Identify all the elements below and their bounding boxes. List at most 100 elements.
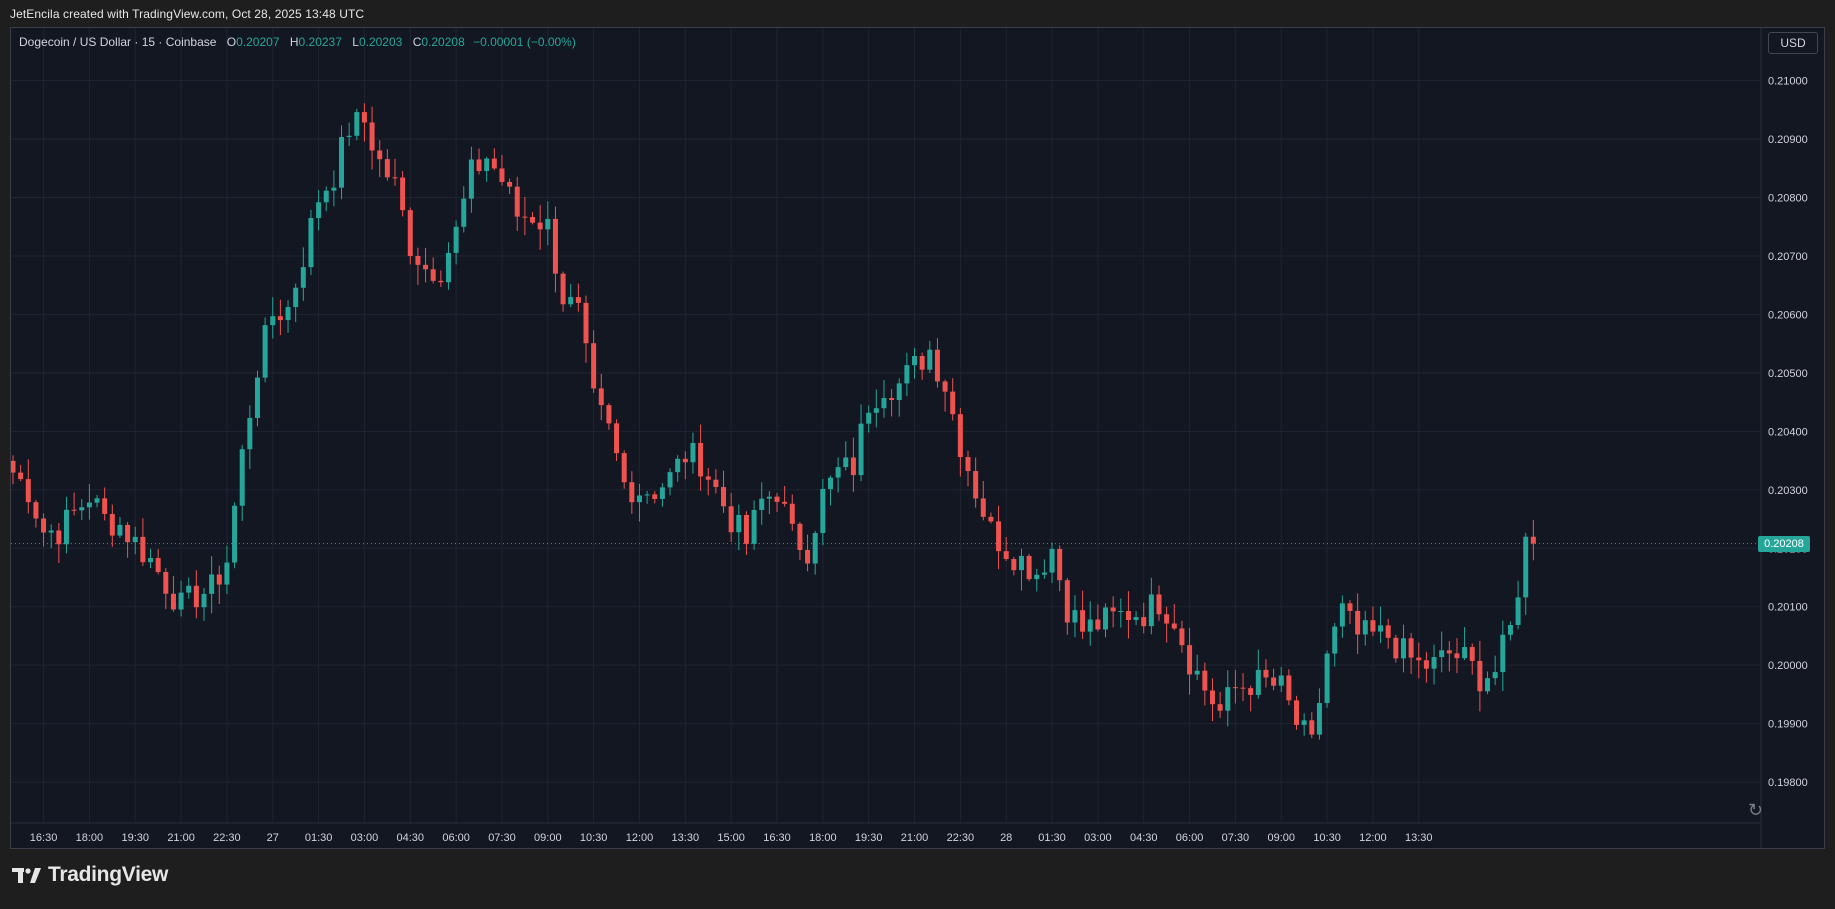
candle-down xyxy=(1209,690,1215,705)
candle-down xyxy=(140,536,146,563)
candle-up xyxy=(1255,669,1261,695)
candle-down xyxy=(1355,610,1361,635)
chart-caption: JetEncila created with TradingView.com, … xyxy=(10,7,365,21)
candle-up xyxy=(820,488,826,534)
x-tick-label: 04:30 xyxy=(1130,832,1158,844)
candle-down xyxy=(537,222,543,230)
candle-up xyxy=(201,593,207,608)
candle-down xyxy=(193,585,199,608)
y-tick-label: 0.20000 xyxy=(1768,660,1808,672)
candle-down xyxy=(1217,704,1223,711)
x-tick-label: 12:00 xyxy=(626,832,654,844)
candle-down xyxy=(11,460,16,473)
x-tick-label: 21:00 xyxy=(167,832,195,844)
candle-down xyxy=(1095,619,1101,630)
x-tick-label: 06:00 xyxy=(1176,832,1204,844)
replay-icon[interactable]: ↻ xyxy=(1748,800,1764,820)
candle-up xyxy=(545,218,551,230)
candle-down xyxy=(1080,610,1086,632)
y-tick-label: 0.20500 xyxy=(1768,368,1808,380)
candle-up xyxy=(751,509,757,544)
candle-up xyxy=(178,592,184,610)
candle-down xyxy=(1248,688,1254,695)
candle-down xyxy=(560,273,566,305)
candle-down xyxy=(1454,653,1460,659)
candle-up xyxy=(484,158,490,171)
y-tick-label: 0.20300 xyxy=(1768,485,1808,497)
candle-down xyxy=(163,572,169,594)
candle-up xyxy=(812,533,818,564)
candle-up xyxy=(346,135,352,138)
candle-down xyxy=(522,216,528,218)
x-tick-label: 09:00 xyxy=(1267,832,1295,844)
candle-up xyxy=(636,495,642,503)
candle-down xyxy=(400,177,406,211)
x-tick-label: 18:00 xyxy=(809,832,837,844)
candle-up xyxy=(461,198,467,227)
candle-up xyxy=(239,449,245,506)
candle-up xyxy=(1072,610,1078,623)
candle-down xyxy=(530,217,536,223)
candle-down xyxy=(621,453,627,483)
candle-up xyxy=(1515,597,1521,625)
candle-down xyxy=(56,530,62,545)
chart-panel[interactable]: 0.198000.199000.200000.201000.202000.203… xyxy=(10,27,1825,849)
candle-up xyxy=(453,226,459,253)
candle-down xyxy=(629,482,635,503)
candle-down xyxy=(652,494,658,499)
candle-up xyxy=(659,487,665,499)
x-tick-label: 01:30 xyxy=(305,832,333,844)
currency-button[interactable]: USD xyxy=(1768,32,1818,54)
candle-down xyxy=(361,112,367,123)
candle-down xyxy=(423,264,429,270)
candle-down xyxy=(514,186,520,217)
candle-down xyxy=(1408,638,1414,658)
brand[interactable]: TradingView xyxy=(12,863,168,887)
candle-up xyxy=(1049,548,1055,573)
x-tick-label: 19:30 xyxy=(855,832,883,844)
candle-up xyxy=(927,349,933,370)
candle-up xyxy=(736,514,742,533)
candle-down xyxy=(1011,559,1017,571)
candle-down xyxy=(1294,700,1300,725)
candle-up xyxy=(79,507,85,511)
candle-up xyxy=(690,442,696,463)
candle-up xyxy=(1041,572,1047,575)
last-price-label: 0.20208 xyxy=(1758,535,1810,552)
candle-up xyxy=(1324,653,1330,703)
candle-up xyxy=(843,457,849,468)
candle-down xyxy=(713,479,719,488)
candle-up xyxy=(1431,657,1437,669)
candle-down xyxy=(377,150,383,160)
x-tick-label: 01:30 xyxy=(1038,832,1066,844)
candle-up xyxy=(323,190,329,203)
candle-up xyxy=(331,187,337,191)
candle-down xyxy=(591,343,597,389)
candle-down xyxy=(1477,660,1483,692)
candle-down xyxy=(1171,623,1177,629)
candle-up xyxy=(1500,634,1506,673)
candle-up xyxy=(1492,672,1498,679)
candle-down xyxy=(942,381,948,392)
candle-down xyxy=(682,458,688,463)
candle-up xyxy=(1362,620,1368,635)
candle-down xyxy=(850,457,856,476)
candle-up xyxy=(300,267,306,288)
symbol-name[interactable]: Dogecoin / US Dollar · 15 · Coinbase xyxy=(19,35,217,49)
candle-up xyxy=(667,472,673,488)
candle-up xyxy=(48,530,54,533)
change-value: −0.00001 (−0.00%) xyxy=(473,35,576,49)
y-tick-label: 0.20100 xyxy=(1768,602,1808,614)
candle-down xyxy=(598,388,604,406)
candle-up xyxy=(468,159,474,199)
candle-up xyxy=(1400,638,1406,659)
candle-up xyxy=(293,287,299,308)
candle-down xyxy=(369,122,375,151)
candle-up xyxy=(1507,624,1513,635)
candlestick-chart[interactable]: 0.198000.199000.200000.201000.202000.203… xyxy=(11,28,1824,848)
high-value: 0.20237 xyxy=(298,35,342,49)
x-tick-label: 16:30 xyxy=(30,832,58,844)
candle-down xyxy=(109,513,115,536)
candle-up xyxy=(1118,611,1124,613)
candle-down xyxy=(1240,687,1246,689)
